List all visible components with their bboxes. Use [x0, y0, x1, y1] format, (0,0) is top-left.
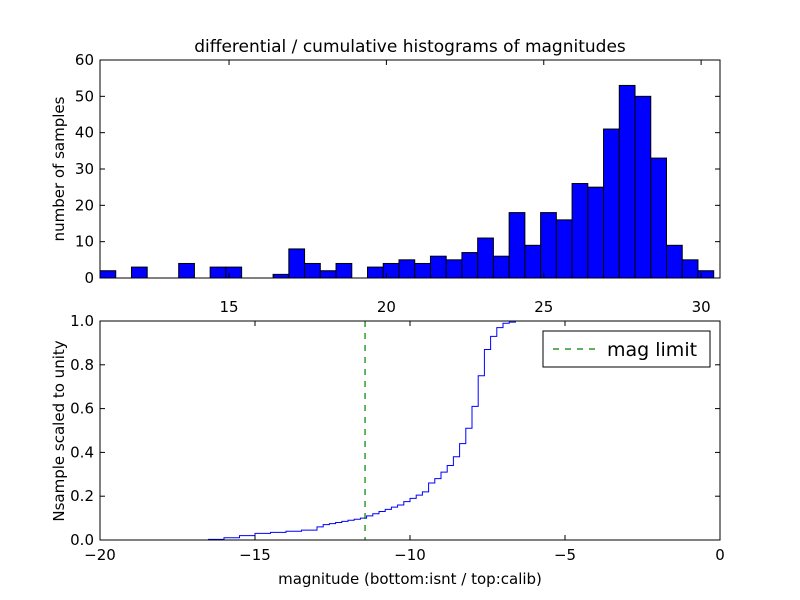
top-y-tick-label: 50 [75, 87, 94, 105]
histogram-bar [335, 262, 353, 279]
top-x-tick-label: 25 [534, 298, 553, 316]
histogram-bar [225, 266, 243, 279]
histogram-bar [461, 252, 479, 279]
bottom-x-tick-label: −10 [394, 546, 426, 564]
top-y-tick-label: 10 [75, 233, 94, 251]
chart-title: differential / cumulative histograms of … [194, 37, 626, 57]
histogram-bar [130, 266, 148, 279]
histogram-bar [634, 95, 652, 279]
bottom-y-tick-label: 0.2 [70, 487, 94, 505]
histogram-bar [178, 262, 195, 279]
cumulative-step-line [100, 320, 720, 541]
top-y-tick-label: 0 [84, 269, 94, 287]
top-x-tick-label: 30 [692, 298, 711, 316]
top-y-tick-label: 30 [75, 160, 94, 178]
bottom-y-tick-label: 0.4 [70, 443, 94, 461]
bottom-y-axis-label: Nsample scaled to unity [50, 340, 68, 521]
histogram-bar [571, 183, 589, 279]
histogram-bar [272, 273, 290, 279]
top-y-tick-label: 40 [75, 124, 94, 142]
histogram-bar [555, 219, 573, 279]
histogram-bar [477, 237, 494, 279]
histogram-bar [209, 266, 227, 279]
histogram-bar [508, 212, 526, 279]
top-ticks: 0 10 20 30 40 50 60 15 20 25 30 [75, 51, 720, 316]
bottom-cumulative-chart: 0.0 0.2 0.4 0.6 0.8 1.0 −20 −15 −10 −5 0 magnitude… [50, 312, 725, 588]
histogram-bar [492, 255, 510, 279]
histogram-bar [540, 212, 557, 279]
histogram-bar [319, 270, 337, 279]
bottom-y-tick-label: 0.8 [70, 356, 94, 374]
histogram-bar [445, 259, 463, 279]
bottom-y-tick-label: 1.0 [70, 312, 94, 330]
histogram-bar [665, 244, 683, 279]
histogram-bar [524, 244, 542, 279]
top-y-axis-label: number of samples [50, 96, 68, 241]
bottom-ticks: 0.0 0.2 0.4 0.6 0.8 1.0 −20 −15 −10 −5 0 [70, 312, 725, 564]
top-x-tick-label: 20 [377, 298, 396, 316]
bottom-x-tick-label: −5 [554, 546, 576, 564]
histogram-bar [429, 255, 447, 279]
bottom-x-tick-label: 0 [715, 546, 725, 564]
histogram-bar [650, 157, 667, 279]
histogram-bar [367, 266, 384, 279]
histogram-bar [398, 259, 416, 279]
top-histogram-chart: differential / cumulative histograms of … [50, 37, 721, 316]
bottom-y-tick-label: 0.6 [70, 400, 94, 418]
bottom-x-tick-label: −15 [239, 546, 271, 564]
histogram-bar [681, 259, 699, 279]
bottom-x-tick-label: −20 [84, 546, 116, 564]
legend-label-mag-limit: mag limit [607, 339, 697, 361]
histogram-bar [99, 270, 117, 279]
top-x-tick-label: 15 [219, 298, 238, 316]
top-y-tick-label: 20 [75, 196, 94, 214]
histogram-bar [618, 84, 636, 279]
histogram-bar [587, 186, 605, 279]
histogram-bar [697, 270, 715, 279]
histogram-bar [304, 262, 321, 279]
histogram-bar [382, 262, 400, 279]
histogram-bar [414, 262, 431, 279]
histogram-bar [288, 248, 306, 279]
bottom-y-tick-label: 0.0 [70, 531, 94, 549]
top-bars [99, 84, 715, 279]
bottom-x-axis-label: magnitude (bottom:isnt / top:calib) [278, 570, 542, 588]
top-y-tick-label: 60 [75, 51, 94, 69]
histogram-bar [603, 128, 620, 279]
legend: mag limit [542, 330, 711, 368]
